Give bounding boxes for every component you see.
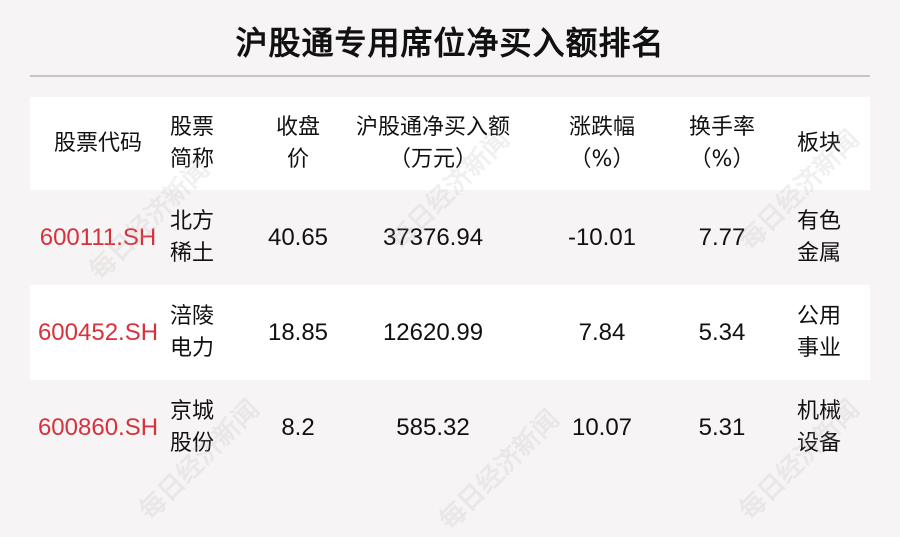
net-buy: 37376.94 — [382, 223, 484, 251]
sector: 公用 事业 — [796, 303, 841, 361]
stock-code: 600452.SH — [37, 318, 159, 346]
turnover-pct: 7.77 — [698, 223, 746, 251]
change-pct: 10.07 — [571, 413, 633, 441]
header-name: 股票 简称 — [170, 114, 215, 172]
close-price: 18.85 — [267, 318, 329, 346]
stock-code: 600111.SH — [39, 223, 157, 251]
stock-code: 600860.SH — [37, 413, 159, 441]
change-pct: 7.84 — [578, 318, 626, 346]
stock-name: 涪陵 电力 — [170, 303, 215, 361]
header-code: 股票代码 — [53, 130, 142, 156]
header-close: 收盘价 — [275, 114, 320, 172]
page-title: 沪股通专用席位净买入额排名 — [235, 24, 665, 62]
table-row: 600111.SH 北方 稀土 40.65 37376.94 -10.01 7.7… — [30, 190, 870, 285]
header-change: 涨跌幅 （%） — [568, 114, 635, 172]
header-sector: 板块 — [796, 130, 841, 156]
header-turnover: 换手率 （%） — [688, 114, 755, 172]
turnover-pct: 5.31 — [698, 413, 746, 441]
table-row: 600452.SH 涪陵 电力 18.85 12620.99 7.84 5.34 … — [30, 285, 870, 380]
sector: 有色 金属 — [796, 208, 841, 266]
sector: 机械 设备 — [796, 398, 841, 456]
turnover-pct: 5.34 — [698, 318, 746, 346]
net-buy: 12620.99 — [382, 318, 484, 346]
stock-name: 京城 股份 — [170, 398, 215, 456]
table-header: 股票代码 股票 简称 收盘价 沪股通净买入额 （万元） 涨跌幅 （%） 换手率 （%） … — [30, 97, 870, 190]
table-row: 600860.SH 京城 股份 8.2 585.32 10.07 5.31 机械设… — [30, 380, 870, 475]
ranking-table: 股票代码 股票 简称 收盘价 沪股通净买入额 （万元） 涨跌幅 （%） 换手率 （%） … — [30, 97, 870, 475]
close-price: 8.2 — [281, 413, 315, 441]
net-buy: 585.32 — [396, 413, 470, 441]
title-divider — [30, 75, 870, 77]
header-net-buy: 沪股通净买入额 （万元） — [355, 114, 510, 172]
change-pct: -10.01 — [567, 223, 637, 251]
stock-name: 北方 稀土 — [170, 208, 215, 266]
close-price: 40.65 — [267, 223, 329, 251]
